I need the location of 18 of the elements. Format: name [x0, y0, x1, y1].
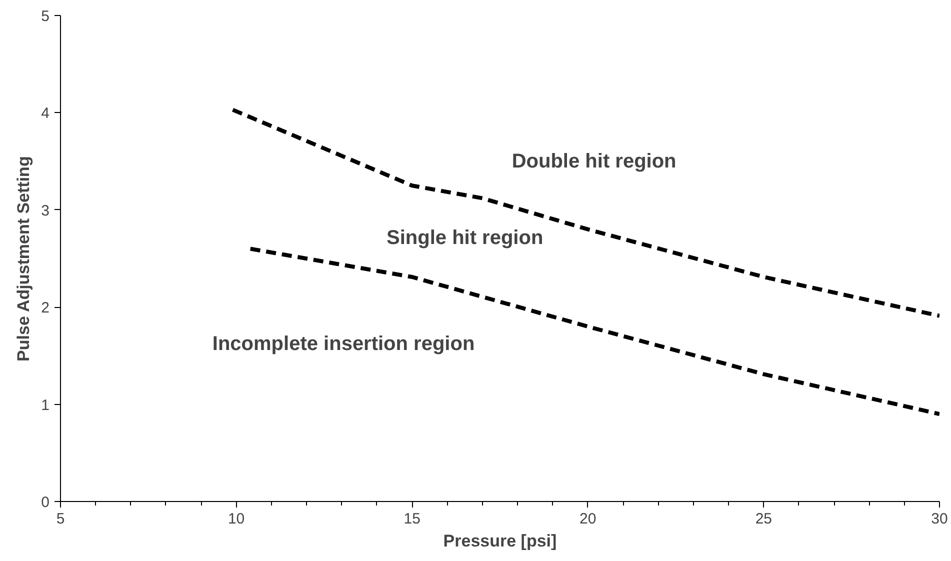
annotation: Incomplete insertion region [212, 333, 475, 356]
annotation: Double hit region [512, 150, 676, 172]
x-axis-title: Pressure [psi] [443, 532, 557, 550]
y-tick-label: 2 [41, 300, 50, 317]
x-tick-label: 30 [931, 510, 948, 528]
y-tick-label: 1 [41, 396, 50, 414]
annotation: Single hit region [386, 227, 544, 250]
x-tick-label: 15 [404, 510, 420, 528]
y-tick-label: 0 [41, 494, 50, 511]
x-tick-label: 25 [755, 510, 772, 528]
x-tick-label: 20 [580, 510, 596, 528]
line-series [230, 108, 940, 318]
x-tick-label: 10 [228, 510, 245, 528]
y-axis-title: Pulse Adjustment Setting [14, 156, 34, 362]
x-tick-label: 5 [56, 510, 65, 528]
y-tick-label: 4 [41, 105, 50, 122]
y-tick-label: 3 [41, 202, 50, 220]
y-tick-label: 5 [41, 8, 50, 25]
